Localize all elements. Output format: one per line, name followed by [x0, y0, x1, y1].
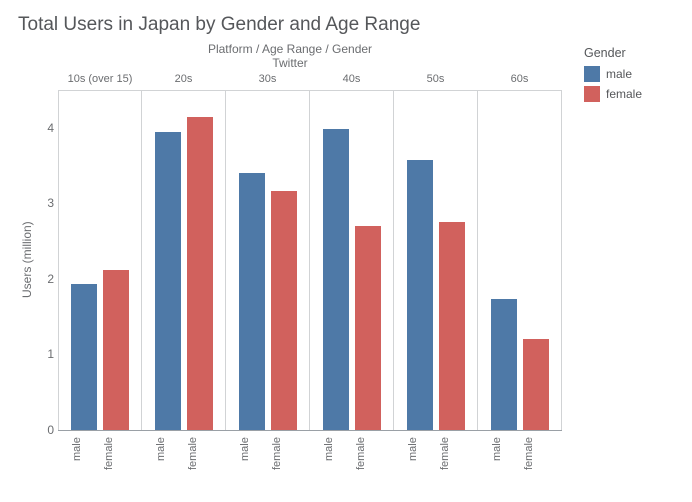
chart-panel: Platform / Age Range / Gender Twitter Us… [18, 42, 674, 493]
bar-female [523, 339, 549, 430]
x-group: malefemale [142, 431, 226, 493]
chart-subhead-hierarchy: Platform / Age Range / Gender [18, 42, 562, 56]
x-label-gender: male [239, 437, 265, 493]
y-tick: 0 [47, 423, 54, 437]
x-axis: malefemalemalefemalemalefemalemalefemale… [58, 430, 562, 493]
plot-row: Users (million) 01234 10s (over 15)20s30… [18, 90, 562, 430]
y-tick: 1 [47, 347, 54, 361]
x-group: malefemale [478, 431, 562, 493]
age-group: 50s [394, 90, 478, 430]
age-group: 10s (over 15) [58, 90, 142, 430]
y-tick: 2 [47, 272, 54, 286]
age-group-label: 60s [478, 73, 561, 85]
x-label-gender: female [523, 437, 549, 493]
y-tick: 3 [47, 196, 54, 210]
age-group: 40s [310, 90, 394, 430]
plot-area: 10s (over 15)20s30s40s50s60s [58, 90, 562, 430]
legend-item: female [584, 86, 642, 102]
chart-column: Platform / Age Range / Gender Twitter Us… [18, 42, 562, 493]
age-group-label: 20s [142, 73, 225, 85]
y-axis-ticks: 01234 [36, 90, 58, 430]
bar-female [271, 191, 297, 430]
age-group-label: 30s [226, 73, 309, 85]
bar-male [407, 160, 433, 430]
chart-title: Total Users in Japan by Gender and Age R… [18, 14, 674, 36]
bar-male [491, 299, 517, 430]
y-tick: 4 [47, 121, 54, 135]
bar-female [439, 222, 465, 430]
legend-label: male [606, 67, 632, 81]
bar-female [103, 270, 129, 430]
age-group-label: 40s [310, 73, 393, 85]
y-axis-label: Users (million) [18, 90, 36, 430]
age-group-label: 50s [394, 73, 477, 85]
legend-label: female [606, 87, 642, 101]
age-group: 30s [226, 90, 310, 430]
bar-male [323, 129, 349, 430]
bar-male [155, 132, 181, 430]
x-label-gender: male [155, 437, 181, 493]
x-label-gender: male [491, 437, 517, 493]
legend-swatch [584, 86, 600, 102]
x-label-gender: female [271, 437, 297, 493]
legend-item: male [584, 66, 642, 82]
x-label-gender: male [71, 437, 97, 493]
x-group: malefemale [310, 431, 394, 493]
bar-female [187, 117, 213, 430]
legend-swatch [584, 66, 600, 82]
legend: Gender male female [584, 46, 642, 106]
legend-title: Gender [584, 46, 642, 60]
legend-items: male female [584, 66, 642, 102]
x-label-gender: female [187, 437, 213, 493]
bar-male [71, 284, 97, 430]
age-group: 60s [478, 90, 562, 430]
x-label-gender: female [355, 437, 381, 493]
chart-subhead-platform: Twitter [18, 56, 562, 70]
bar-female [355, 226, 381, 430]
x-label-gender: female [103, 437, 129, 493]
x-group: malefemale [58, 431, 142, 493]
x-group: malefemale [394, 431, 478, 493]
chart-container: Total Users in Japan by Gender and Age R… [0, 0, 692, 502]
x-label-gender: male [323, 437, 349, 493]
x-label-gender: male [407, 437, 433, 493]
age-group: 20s [142, 90, 226, 430]
bar-male [239, 173, 265, 430]
age-group-label: 10s (over 15) [59, 73, 141, 85]
x-group: malefemale [226, 431, 310, 493]
x-label-gender: female [439, 437, 465, 493]
